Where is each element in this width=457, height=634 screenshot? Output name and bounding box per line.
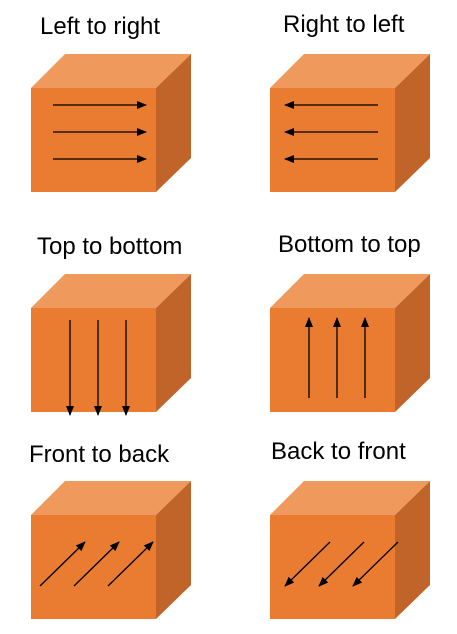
direction-arrow-icon bbox=[107, 541, 154, 587]
cube-right-to-left bbox=[270, 54, 430, 192]
cube-side-face bbox=[156, 274, 191, 412]
panel-label-top-to-bottom: Top to bottom bbox=[37, 233, 183, 260]
cube-top-face bbox=[270, 274, 430, 308]
cube-front-face bbox=[270, 88, 395, 192]
cube-side-face bbox=[395, 481, 430, 619]
cube-front-to-back bbox=[31, 481, 191, 619]
cube-front-face bbox=[31, 308, 156, 412]
cube-side-face bbox=[156, 481, 191, 619]
direction-arrow-icon bbox=[284, 541, 331, 587]
panel-label-right-to-left: Right to left bbox=[283, 11, 405, 38]
cube-side-face bbox=[156, 54, 191, 192]
cube-side-face bbox=[395, 54, 430, 192]
cube-front-face bbox=[31, 88, 156, 192]
cube-bottom-to-top bbox=[270, 274, 430, 412]
cube-back-to-front bbox=[270, 481, 430, 619]
cube-front-face bbox=[270, 515, 395, 619]
panel-label-back-to-front: Back to front bbox=[271, 438, 406, 465]
cube-top-to-bottom bbox=[31, 274, 191, 416]
cube-top-face bbox=[31, 54, 191, 88]
cube-left-to-right bbox=[31, 54, 191, 192]
panel-label-front-to-back: Front to back bbox=[29, 441, 170, 468]
panel-label-left-to-right: Left to right bbox=[40, 13, 161, 40]
cube-top-face bbox=[31, 481, 191, 515]
cube-top-face bbox=[31, 274, 191, 308]
direction-arrow-icon bbox=[73, 541, 120, 587]
direction-arrow-icon bbox=[352, 541, 399, 587]
cube-side-face bbox=[395, 274, 430, 412]
cube-top-face bbox=[270, 54, 430, 88]
cube-top-face bbox=[270, 481, 430, 515]
direction-arrow-icon bbox=[39, 541, 86, 587]
direction-arrow-icon bbox=[318, 541, 365, 587]
cube-front-face bbox=[270, 308, 395, 412]
panel-label-bottom-to-top: Bottom to top bbox=[278, 231, 421, 258]
